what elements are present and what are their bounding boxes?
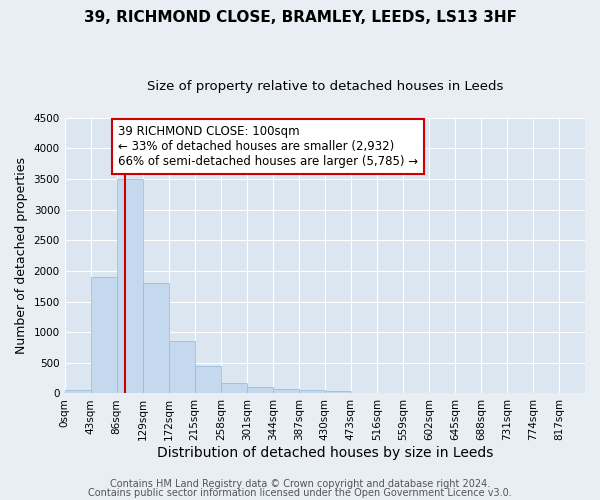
Bar bbox=[299, 390, 325, 394]
Bar bbox=[221, 383, 247, 394]
Bar bbox=[65, 390, 91, 394]
Bar bbox=[325, 392, 351, 394]
Bar bbox=[169, 342, 195, 394]
Text: Contains HM Land Registry data © Crown copyright and database right 2024.: Contains HM Land Registry data © Crown c… bbox=[110, 479, 490, 489]
Bar bbox=[247, 388, 273, 394]
Bar bbox=[273, 389, 299, 394]
Bar bbox=[143, 283, 169, 394]
Bar bbox=[195, 366, 221, 394]
Bar bbox=[91, 277, 117, 394]
Bar bbox=[351, 393, 377, 394]
Text: Contains public sector information licensed under the Open Government Licence v3: Contains public sector information licen… bbox=[88, 488, 512, 498]
Y-axis label: Number of detached properties: Number of detached properties bbox=[15, 157, 28, 354]
X-axis label: Distribution of detached houses by size in Leeds: Distribution of detached houses by size … bbox=[157, 446, 493, 460]
Text: 39, RICHMOND CLOSE, BRAMLEY, LEEDS, LS13 3HF: 39, RICHMOND CLOSE, BRAMLEY, LEEDS, LS13… bbox=[83, 10, 517, 25]
Title: Size of property relative to detached houses in Leeds: Size of property relative to detached ho… bbox=[146, 80, 503, 93]
Bar bbox=[117, 179, 143, 394]
Text: 39 RICHMOND CLOSE: 100sqm
← 33% of detached houses are smaller (2,932)
66% of se: 39 RICHMOND CLOSE: 100sqm ← 33% of detac… bbox=[118, 125, 418, 168]
